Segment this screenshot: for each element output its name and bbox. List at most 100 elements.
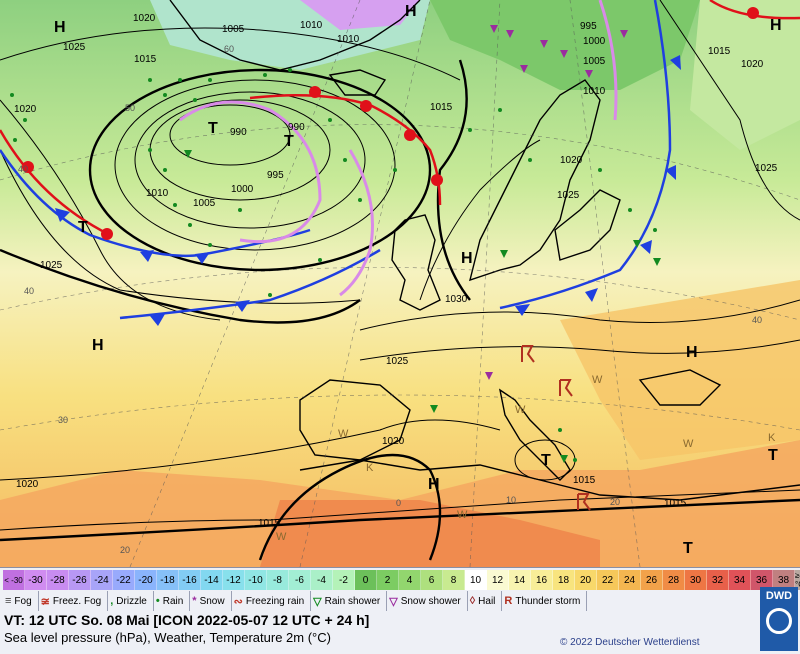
rain-icon <box>148 148 152 152</box>
snow-icon: * <box>192 595 197 607</box>
warm-front-bump <box>404 129 416 141</box>
scale-cell: -22 <box>113 570 135 590</box>
snow-shower-icon <box>490 25 498 33</box>
scale-cell: 14 <box>509 570 531 590</box>
snow-shower-icon <box>620 30 628 38</box>
legend-item: ▽ Rain shower <box>311 591 388 611</box>
occlusion-arc <box>339 149 374 297</box>
legend-label: Hail <box>478 595 496 607</box>
scale-cell: -10 <box>245 570 267 590</box>
high-center: H <box>461 250 473 267</box>
isobar-1015-north <box>0 27 461 81</box>
pressure-label: 1005 <box>193 198 216 209</box>
isobar-low-1000 <box>134 91 366 229</box>
legend-label: Drizzle <box>116 595 147 607</box>
pressure-label: 1020 <box>16 479 39 490</box>
pressure-label: 1015 <box>573 475 596 486</box>
hot-region-sahara <box>260 500 600 567</box>
rain-icon <box>528 158 532 162</box>
pressure-label: 995 <box>267 170 284 181</box>
scale-cell: 34 <box>729 570 751 590</box>
rain-icon <box>318 258 322 262</box>
front-symbols <box>22 7 759 326</box>
snow-shower-icon <box>520 65 528 73</box>
pressure-label: 1020 <box>14 104 37 115</box>
warm-region-east <box>560 280 800 460</box>
temp-label: 40 <box>18 164 28 174</box>
pressure-label: 1015 <box>430 102 453 113</box>
scale-cell: -6 <box>289 570 311 590</box>
temp-label: 0 <box>396 498 401 508</box>
pressure-label: 1015 <box>258 518 281 529</box>
scale-cell: 30 <box>685 570 707 590</box>
legend-label: Rain shower <box>324 595 381 607</box>
warm-front-bump <box>431 174 443 186</box>
cold-front-tooth <box>665 165 676 180</box>
pressure-label: 1025 <box>40 260 63 271</box>
cold-region-north <box>430 0 700 90</box>
high-center: H <box>686 344 698 361</box>
scale-cell: < -30 <box>3 570 25 590</box>
snow-shower-icon <box>485 372 493 380</box>
pressure-label: 1010 <box>583 86 606 97</box>
isobar-1030-scandinavia <box>419 139 541 301</box>
isobar-1020-west <box>0 99 221 321</box>
very-cold-region <box>300 0 420 30</box>
dwd-logo: DWD <box>760 587 798 651</box>
temp-label: 60 <box>224 44 234 54</box>
legend-panel: < -30 -30 -28 -26 -24 -22 -20 -18 -16 -14 -12 -10 -8… <box>0 567 800 654</box>
isobars <box>0 0 800 531</box>
scale-cell: 32 <box>707 570 729 590</box>
isobar-1020-east <box>659 0 800 221</box>
pressure-label: 1005 <box>583 56 606 67</box>
rain-icon <box>188 223 192 227</box>
scale-cell: 26 <box>641 570 663 590</box>
scale-cell: 22 <box>597 570 619 590</box>
snow-symbols <box>485 25 628 380</box>
rain-icon <box>263 73 267 77</box>
rain-icon <box>208 243 212 247</box>
isobar-1015-bold-west <box>0 248 361 324</box>
cold-front-tooth <box>515 304 530 316</box>
temp-label: 20 <box>610 497 620 507</box>
scale-cell: 20 <box>575 570 597 590</box>
low-center: T <box>541 452 551 469</box>
scale-cell: -18 <box>157 570 179 590</box>
rain-icon <box>193 98 197 102</box>
isobar-1020-med <box>0 419 501 481</box>
low-center: T <box>768 447 778 464</box>
scale-cell: 0 <box>355 570 377 590</box>
isobar-1020-europe <box>359 299 800 331</box>
warm-front-bump <box>747 7 759 19</box>
high-center: H <box>770 17 782 34</box>
temperature-labels: 60 50 40 40 30 20 0 10 20 40 <box>18 44 762 555</box>
cold-front-tooth <box>670 55 681 70</box>
copyright: © 2022 Deutscher Wetterdienst <box>560 637 700 648</box>
rain-shower-symbols <box>184 150 661 463</box>
high-center: H <box>428 476 440 493</box>
rain-icon <box>393 168 397 172</box>
scale-cell: -28 <box>47 570 69 590</box>
warm-front-bump <box>101 228 113 240</box>
isobars-bold <box>0 59 800 561</box>
rain-icon <box>653 228 657 232</box>
scale-cell: -20 <box>135 570 157 590</box>
legend-item: ≡ Fog <box>3 591 39 611</box>
scale-cell: -12 <box>223 570 245 590</box>
rain-icon <box>173 203 177 207</box>
rain-icon <box>208 78 212 82</box>
low-center: T <box>78 219 88 236</box>
precipitation-symbols <box>10 68 657 462</box>
rain-icon <box>163 93 167 97</box>
rain-icon <box>268 293 272 297</box>
high-center: H <box>54 19 66 36</box>
valid-time: VT: 12 UTC So. 08 Mai [ICON 2022-05-07 1… <box>4 612 370 628</box>
pressure-label: 990 <box>230 127 247 138</box>
weather-letter: W <box>592 374 603 386</box>
rain-icon <box>343 158 347 162</box>
legend-label: Freez. Fog <box>52 595 102 607</box>
weather-letter: W <box>338 428 349 440</box>
pressure-label: 1005 <box>222 24 245 35</box>
weather-letter: W <box>515 404 526 416</box>
weather-letter: W <box>276 531 287 543</box>
